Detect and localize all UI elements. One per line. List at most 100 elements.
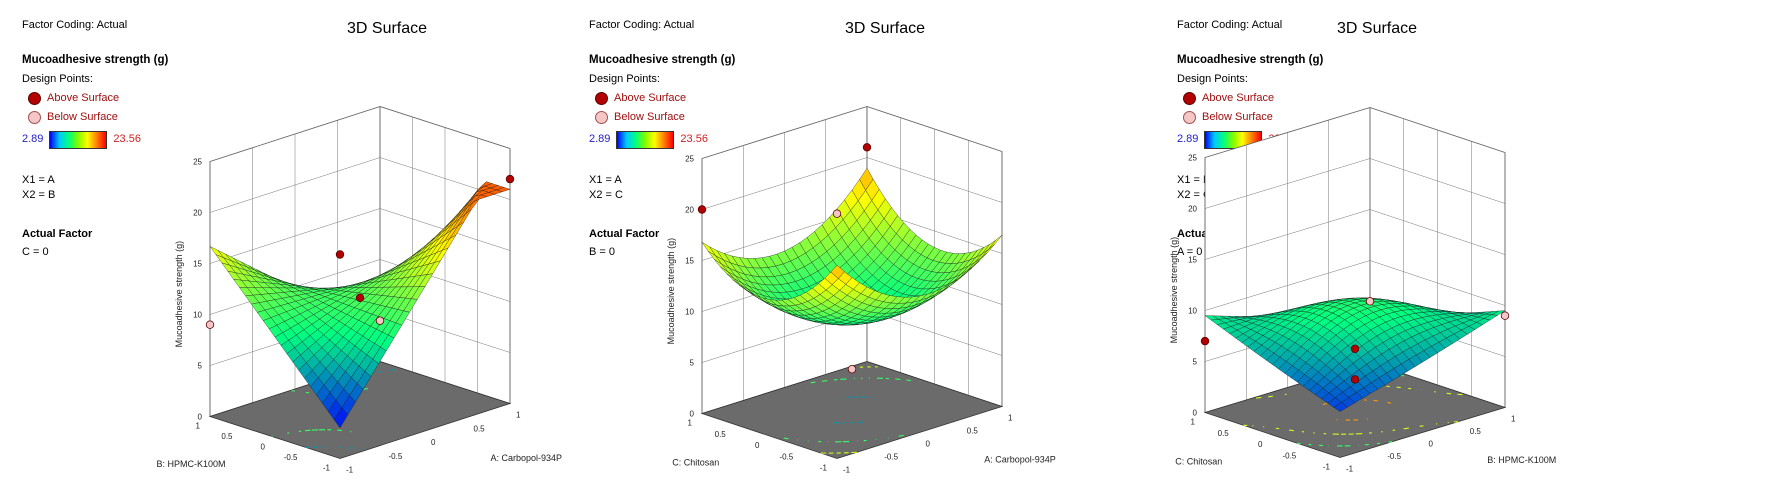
contour-segment — [857, 421, 863, 424]
z-tick-label: 20 — [685, 206, 694, 215]
z-tick-label: 25 — [193, 158, 202, 167]
x2-assignment: X2 = C — [589, 188, 623, 201]
color-scale: 2.89 23.56 — [589, 130, 735, 149]
scale-min: 2.89 — [589, 133, 611, 146]
surface-cell — [333, 407, 348, 429]
factor-coding: Factor Coding: Actual — [589, 19, 695, 31]
z-tick-label: 10 — [685, 308, 694, 317]
contour-segment — [783, 437, 789, 440]
scale-min: 2.89 — [22, 133, 44, 146]
z-tick-label: 20 — [193, 209, 202, 218]
y-tick-label: -1 — [1323, 463, 1331, 472]
x-tick-label: 1 — [1008, 414, 1013, 423]
y-tick-label: -0.5 — [779, 452, 793, 461]
x-axis-title: B: HPMC-K100M — [1487, 455, 1556, 465]
design-point-below — [375, 316, 385, 325]
x-tick-label: 0.5 — [967, 427, 979, 436]
plot-group: 0 5 10 15 20 25 -1 -0.5 0 0.5 1 -1 -0.5 0 0.5 1 A: Carbo… — [156, 105, 563, 475]
color-gradient — [49, 130, 108, 149]
design-points — [697, 143, 872, 374]
legend-below-label: Below Surface — [614, 111, 685, 124]
x-tick-label: 0 — [1429, 440, 1434, 449]
x-axis-title: A: Carbopol-934P — [491, 453, 563, 463]
x-tick-label: -0.5 — [389, 452, 403, 461]
x-tick-label: 0.5 — [1470, 427, 1482, 436]
above-point-icon — [595, 92, 608, 106]
x1-assignment: X1 = A — [589, 173, 622, 186]
contour-segment — [898, 434, 904, 437]
contour-segment — [1419, 425, 1424, 427]
actual-factor-value: A = 0 — [1177, 246, 1203, 259]
z-tick-label: 10 — [193, 311, 202, 320]
z-tick-label: 0 — [1193, 409, 1198, 418]
contour-segment — [1388, 441, 1393, 443]
scale-min: 2.89 — [1177, 133, 1199, 146]
y-axis-title: B: HPMC-K100M — [156, 459, 225, 469]
contour-segment — [1387, 401, 1392, 404]
x1-assignment: X1 = B — [1177, 173, 1211, 186]
z-tick-label: 10 — [1188, 307, 1197, 316]
contour-segment — [906, 379, 911, 382]
legend-above-label: Above Surface — [1202, 92, 1275, 105]
chart-panel-3: Factor Coding: Actual Mucoadhesive stren… — [1155, 0, 1750, 492]
y-tick-label: -1 — [323, 464, 331, 473]
z-axis-title: Mucoadhesive strength (g) — [666, 238, 676, 345]
floor-plane — [700, 361, 1004, 459]
x-tick-label: 1 — [1511, 415, 1516, 424]
x-tick-label: 1 — [516, 411, 521, 420]
surface-plot: 0 5 10 15 20 25 -1 -0.5 0 0.5 1 -1 -0.5 0 0.5 1 A: Carbo… — [666, 105, 1056, 475]
x-tick-label: 0.5 — [474, 424, 486, 433]
chart-title: 3D Surface — [845, 20, 926, 37]
design-point-above — [505, 174, 515, 184]
contour-segment — [1289, 429, 1294, 432]
z-tick-label: 15 — [1188, 256, 1197, 265]
design-point-below — [832, 209, 842, 218]
below-point-icon — [595, 110, 608, 124]
y-tick-label: 0 — [1258, 440, 1263, 449]
factor-coding: Factor Coding: Actual — [22, 19, 128, 31]
x-tick-label: -0.5 — [1387, 452, 1401, 461]
z-tick-label: 5 — [198, 362, 203, 371]
z-tick-label: 15 — [193, 260, 202, 269]
above-point-icon — [1183, 92, 1196, 106]
x-tick-label: -0.5 — [884, 453, 898, 462]
y-tick-label: -0.5 — [1282, 451, 1296, 460]
response-name: Mucoadhesive strength (g) — [589, 53, 736, 66]
scale-max: 23.56 — [680, 133, 708, 146]
y-tick-label: 0.5 — [1218, 429, 1230, 438]
z-tick-label: 0 — [690, 410, 695, 419]
chart-info-2: Factor Coding: Actual Mucoadhesive stren… — [589, 18, 735, 260]
design-point-above — [335, 250, 345, 259]
x2-assignment: X2 = B — [22, 188, 56, 201]
y-tick-label: 0.5 — [715, 430, 727, 439]
surface-mesh — [701, 167, 1003, 326]
z-axis-title: Mucoadhesive strength (g) — [174, 241, 184, 348]
legend-below: Below Surface — [1177, 110, 1323, 125]
design-point-above — [862, 143, 872, 152]
axis-ticks: -1 -0.5 0 0.5 1 -1 -0.5 0 0.5 1 — [196, 411, 521, 475]
design-point-above — [1350, 344, 1360, 353]
actual-factor-value: B = 0 — [589, 246, 615, 259]
z-tick-label: 5 — [690, 359, 695, 368]
surface-plot: 0 5 10 15 20 25 -1 -0.5 0 0.5 1 -1 -0.5 0 0.5 1 A: Carbo… — [156, 105, 563, 475]
legend-above-label: Above Surface — [47, 92, 120, 105]
y-axis-title: C: Chitosan — [1175, 456, 1222, 466]
chart-info-3: Factor Coding: Actual Mucoadhesive stren… — [1177, 18, 1323, 260]
z-tick-label: 15 — [685, 257, 694, 266]
below-point-icon — [28, 110, 41, 124]
x-tick-label: -1 — [843, 466, 851, 475]
design-points-label: Design Points: — [22, 73, 93, 86]
x-tick-label: 0 — [926, 440, 931, 449]
plot-group: 0 5 10 15 20 25 -1 -0.5 0 0.5 1 -1 -0.5 0 0.5 1 A: Carbo… — [666, 105, 1056, 475]
above-point-icon — [28, 92, 41, 106]
chart-title: 3D Surface — [347, 20, 428, 37]
actual-factor-value: C = 0 — [22, 246, 49, 259]
axis-ticks: -1 -0.5 0 0.5 1 -1 -0.5 0 0.5 1 — [688, 414, 1013, 475]
y-tick-label: 1 — [688, 419, 693, 428]
x-axis-title: A: Carbopol-934P — [984, 455, 1056, 465]
contour-segment — [810, 381, 816, 384]
surface-plot: 0 5 10 15 20 25 -1 -0.5 0 0.5 1 -1 -0.5 0 0.5 1 B: HPMC-… — [1169, 106, 1556, 474]
color-gradient — [616, 130, 675, 149]
design-points-label: Design Points: — [1177, 73, 1248, 86]
below-point-icon — [1183, 110, 1196, 124]
